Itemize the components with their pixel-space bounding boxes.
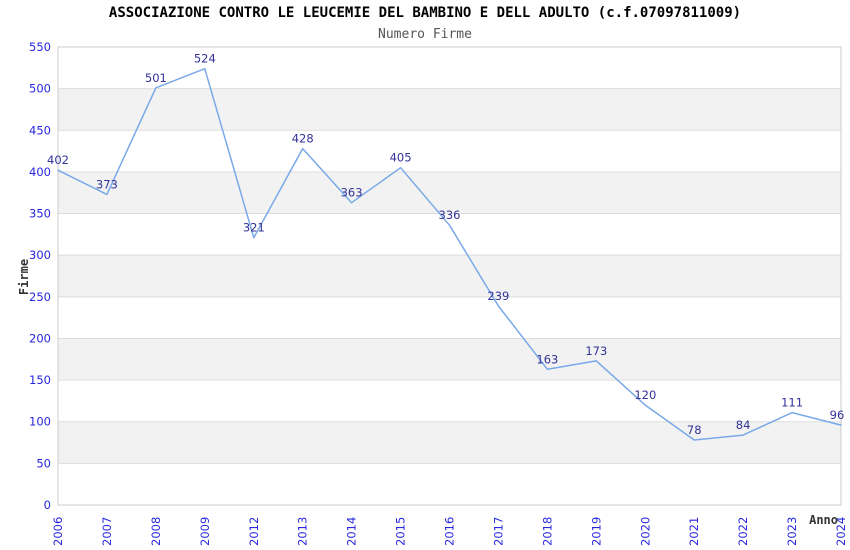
y-tick-label: 50	[36, 456, 51, 470]
data-label: 321	[243, 221, 265, 235]
data-label: 501	[145, 71, 167, 85]
x-tick-label: 2015	[394, 517, 408, 546]
y-tick-label: 350	[29, 207, 51, 221]
x-tick-label: 2018	[540, 517, 554, 546]
chart-subtitle: Numero Firme	[378, 27, 472, 42]
y-axis-title: Firme	[17, 259, 31, 295]
data-label: 120	[634, 388, 656, 402]
series-line-firme	[57, 67, 842, 441]
x-tick-label: 2024	[834, 517, 848, 546]
data-label: 428	[292, 132, 314, 146]
x-tick-label: 2023	[785, 517, 799, 546]
y-tick-label: 250	[29, 290, 51, 304]
y-tick-label: 450	[29, 123, 51, 137]
y-tick-label: 200	[29, 332, 51, 346]
x-tick-label: 2009	[198, 517, 212, 546]
y-tick-label: 500	[29, 82, 51, 96]
x-tick-label: 2008	[149, 517, 163, 546]
data-label: 163	[536, 352, 558, 366]
plot-band	[58, 338, 841, 381]
data-label: 239	[487, 289, 509, 303]
plot-band	[58, 421, 841, 464]
x-tick-label: 2006	[51, 517, 65, 546]
y-tick-label: 0	[44, 498, 51, 512]
x-tick-label: 2017	[491, 517, 505, 546]
data-label: 405	[390, 151, 412, 165]
data-label: 78	[687, 423, 702, 437]
data-label: 84	[736, 418, 751, 432]
y-tick-label: 550	[29, 40, 51, 54]
data-label: 173	[585, 344, 607, 358]
y-tick-label: 150	[29, 373, 51, 387]
y-tick-label: 400	[29, 165, 51, 179]
data-label: 363	[341, 186, 363, 200]
data-label: 373	[96, 177, 118, 191]
chart-title: ASSOCIAZIONE CONTRO LE LEUCEMIE DEL BAMB…	[108, 5, 742, 21]
x-tick-label: 2020	[638, 517, 652, 546]
data-label: 336	[439, 208, 461, 222]
plot-border	[57, 46, 842, 506]
plot-band	[58, 255, 841, 297]
data-label: 96	[830, 408, 845, 422]
data-label: 524	[194, 52, 216, 66]
x-tick-label: 2016	[443, 517, 457, 546]
x-axis-title: Anno	[809, 513, 838, 527]
x-tick-label: 2014	[345, 517, 359, 546]
y-tick-label: 300	[29, 248, 51, 262]
x-tick-label: 2019	[589, 517, 603, 546]
x-tick-label: 2022	[736, 517, 750, 546]
y-tick-label: 100	[29, 415, 51, 429]
plot-band	[58, 88, 841, 131]
x-tick-label: 2007	[100, 517, 114, 546]
x-tick-label: 2013	[296, 517, 310, 546]
x-tick-label: 2021	[687, 517, 701, 546]
x-tick-label: 2012	[247, 517, 261, 546]
data-label: 111	[781, 396, 803, 410]
data-label: 402	[47, 153, 69, 167]
plot-band	[58, 171, 841, 214]
